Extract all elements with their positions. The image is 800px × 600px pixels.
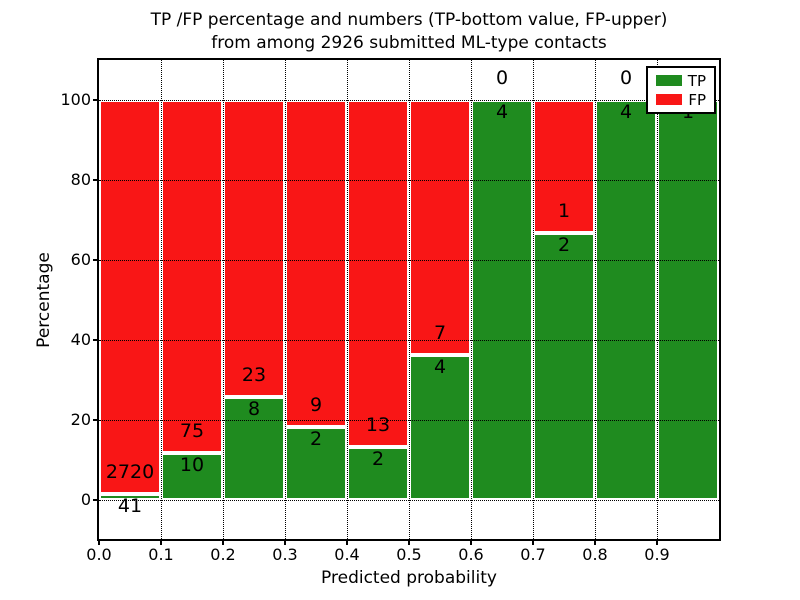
x-tick-label: 0.1 [148,545,174,564]
bar-label-tp: 8 [247,397,261,420]
legend-item-tp: TP [656,72,706,90]
tp-swatch-icon [656,75,682,86]
bar-segment-fp [161,100,223,453]
bar-label-tp: 2 [309,428,323,451]
x-tick-mark [222,539,224,545]
x-tick-label: 0.5 [396,545,422,564]
bar-label-tp: 41 [117,495,143,518]
bar-segment-tp [595,100,657,500]
chart-title-line1: TP /FP percentage and numbers (TP-bottom… [150,10,668,30]
v-gridline [409,60,410,539]
v-gridline [285,60,286,539]
bar-label-tp: 2 [371,447,385,470]
bar-segment-tp [285,427,347,500]
x-tick-mark [160,539,162,545]
y-tick-mark [93,419,99,421]
bar-segment-fp [285,100,347,428]
bar-segment-tp [471,100,533,500]
x-tick-mark [346,539,348,545]
bar-segment-tp [161,452,223,500]
x-tick-mark [594,539,596,545]
y-tick-mark [93,499,99,501]
v-gridline [223,60,224,539]
bar-label-fp: 13 [365,413,391,436]
x-axis-label: Predicted probability [321,568,497,588]
x-tick-label: 0.4 [334,545,360,564]
bar-label-fp: 0 [619,67,633,89]
x-tick-mark [532,539,534,545]
v-gridline [657,60,658,539]
legend-label-tp: TP [687,71,706,90]
bar-label-tp: 4 [495,101,509,123]
bar-label-tp: 10 [179,453,205,476]
y-tick-mark [93,99,99,101]
y-tick-label: 60 [70,250,91,269]
chart-title: TP /FP percentage and numbers (TP-bottom… [99,9,719,55]
x-tick-mark [408,539,410,545]
x-tick-mark [284,539,286,545]
legend-label-fp: FP [688,90,706,109]
y-tick-mark [93,259,99,261]
bar-segment-tp [99,494,161,500]
bar-label-tp: 4 [433,355,447,378]
bar-segment-fp [99,100,161,495]
v-gridline [595,60,596,539]
y-tick-label: 20 [70,410,91,429]
bar-segment-fp [409,100,471,355]
x-tick-label: 0.0 [86,545,112,564]
x-tick-mark [470,539,472,545]
y-tick-mark [93,339,99,341]
v-gridline [533,60,534,539]
legend-item-fp: FP [656,91,706,109]
x-tick-label: 0.2 [210,545,236,564]
v-gridline [347,60,348,539]
x-tick-label: 0.7 [520,545,546,564]
v-gridline [161,60,162,539]
y-tick-label: 40 [70,330,91,349]
bar-segment-fp [347,100,409,447]
legend: TP FP [646,66,716,114]
v-gridline [471,60,472,539]
bar-segment-tp [657,100,719,500]
y-tick-label: 100 [60,90,91,109]
y-tick-mark [93,179,99,181]
bar-segment-tp [409,354,471,500]
fp-swatch-icon [656,94,682,105]
x-tick-mark [656,539,658,545]
bar-segment-tp [533,233,595,500]
bar-label-fp: 1 [557,200,571,223]
bar-label-fp: 7 [433,321,447,344]
y-tick-label: 80 [70,170,91,189]
x-tick-label: 0.8 [582,545,608,564]
bar-segment-tp [223,396,285,500]
bar-label-fp: 2720 [105,461,155,484]
x-tick-label: 0.3 [272,545,298,564]
bar-label-tp: 2 [557,234,571,257]
bar-label-fp: 23 [241,363,267,386]
bar-segment-fp [533,100,595,234]
bar-segment-fp [223,100,285,397]
bar-label-fp: 9 [309,394,323,417]
x-tick-label: 0.9 [644,545,670,564]
bar-segment-tp [347,446,409,500]
bar-label-tp: 4 [619,101,633,123]
x-tick-label: 0.6 [458,545,484,564]
x-tick-mark [98,539,100,545]
bar-label-fp: 0 [495,67,509,89]
chart-title-line2: from among 2926 submitted ML-type contac… [211,33,607,53]
bar-label-fp: 75 [179,419,205,442]
y-tick-label: 0 [80,490,91,509]
